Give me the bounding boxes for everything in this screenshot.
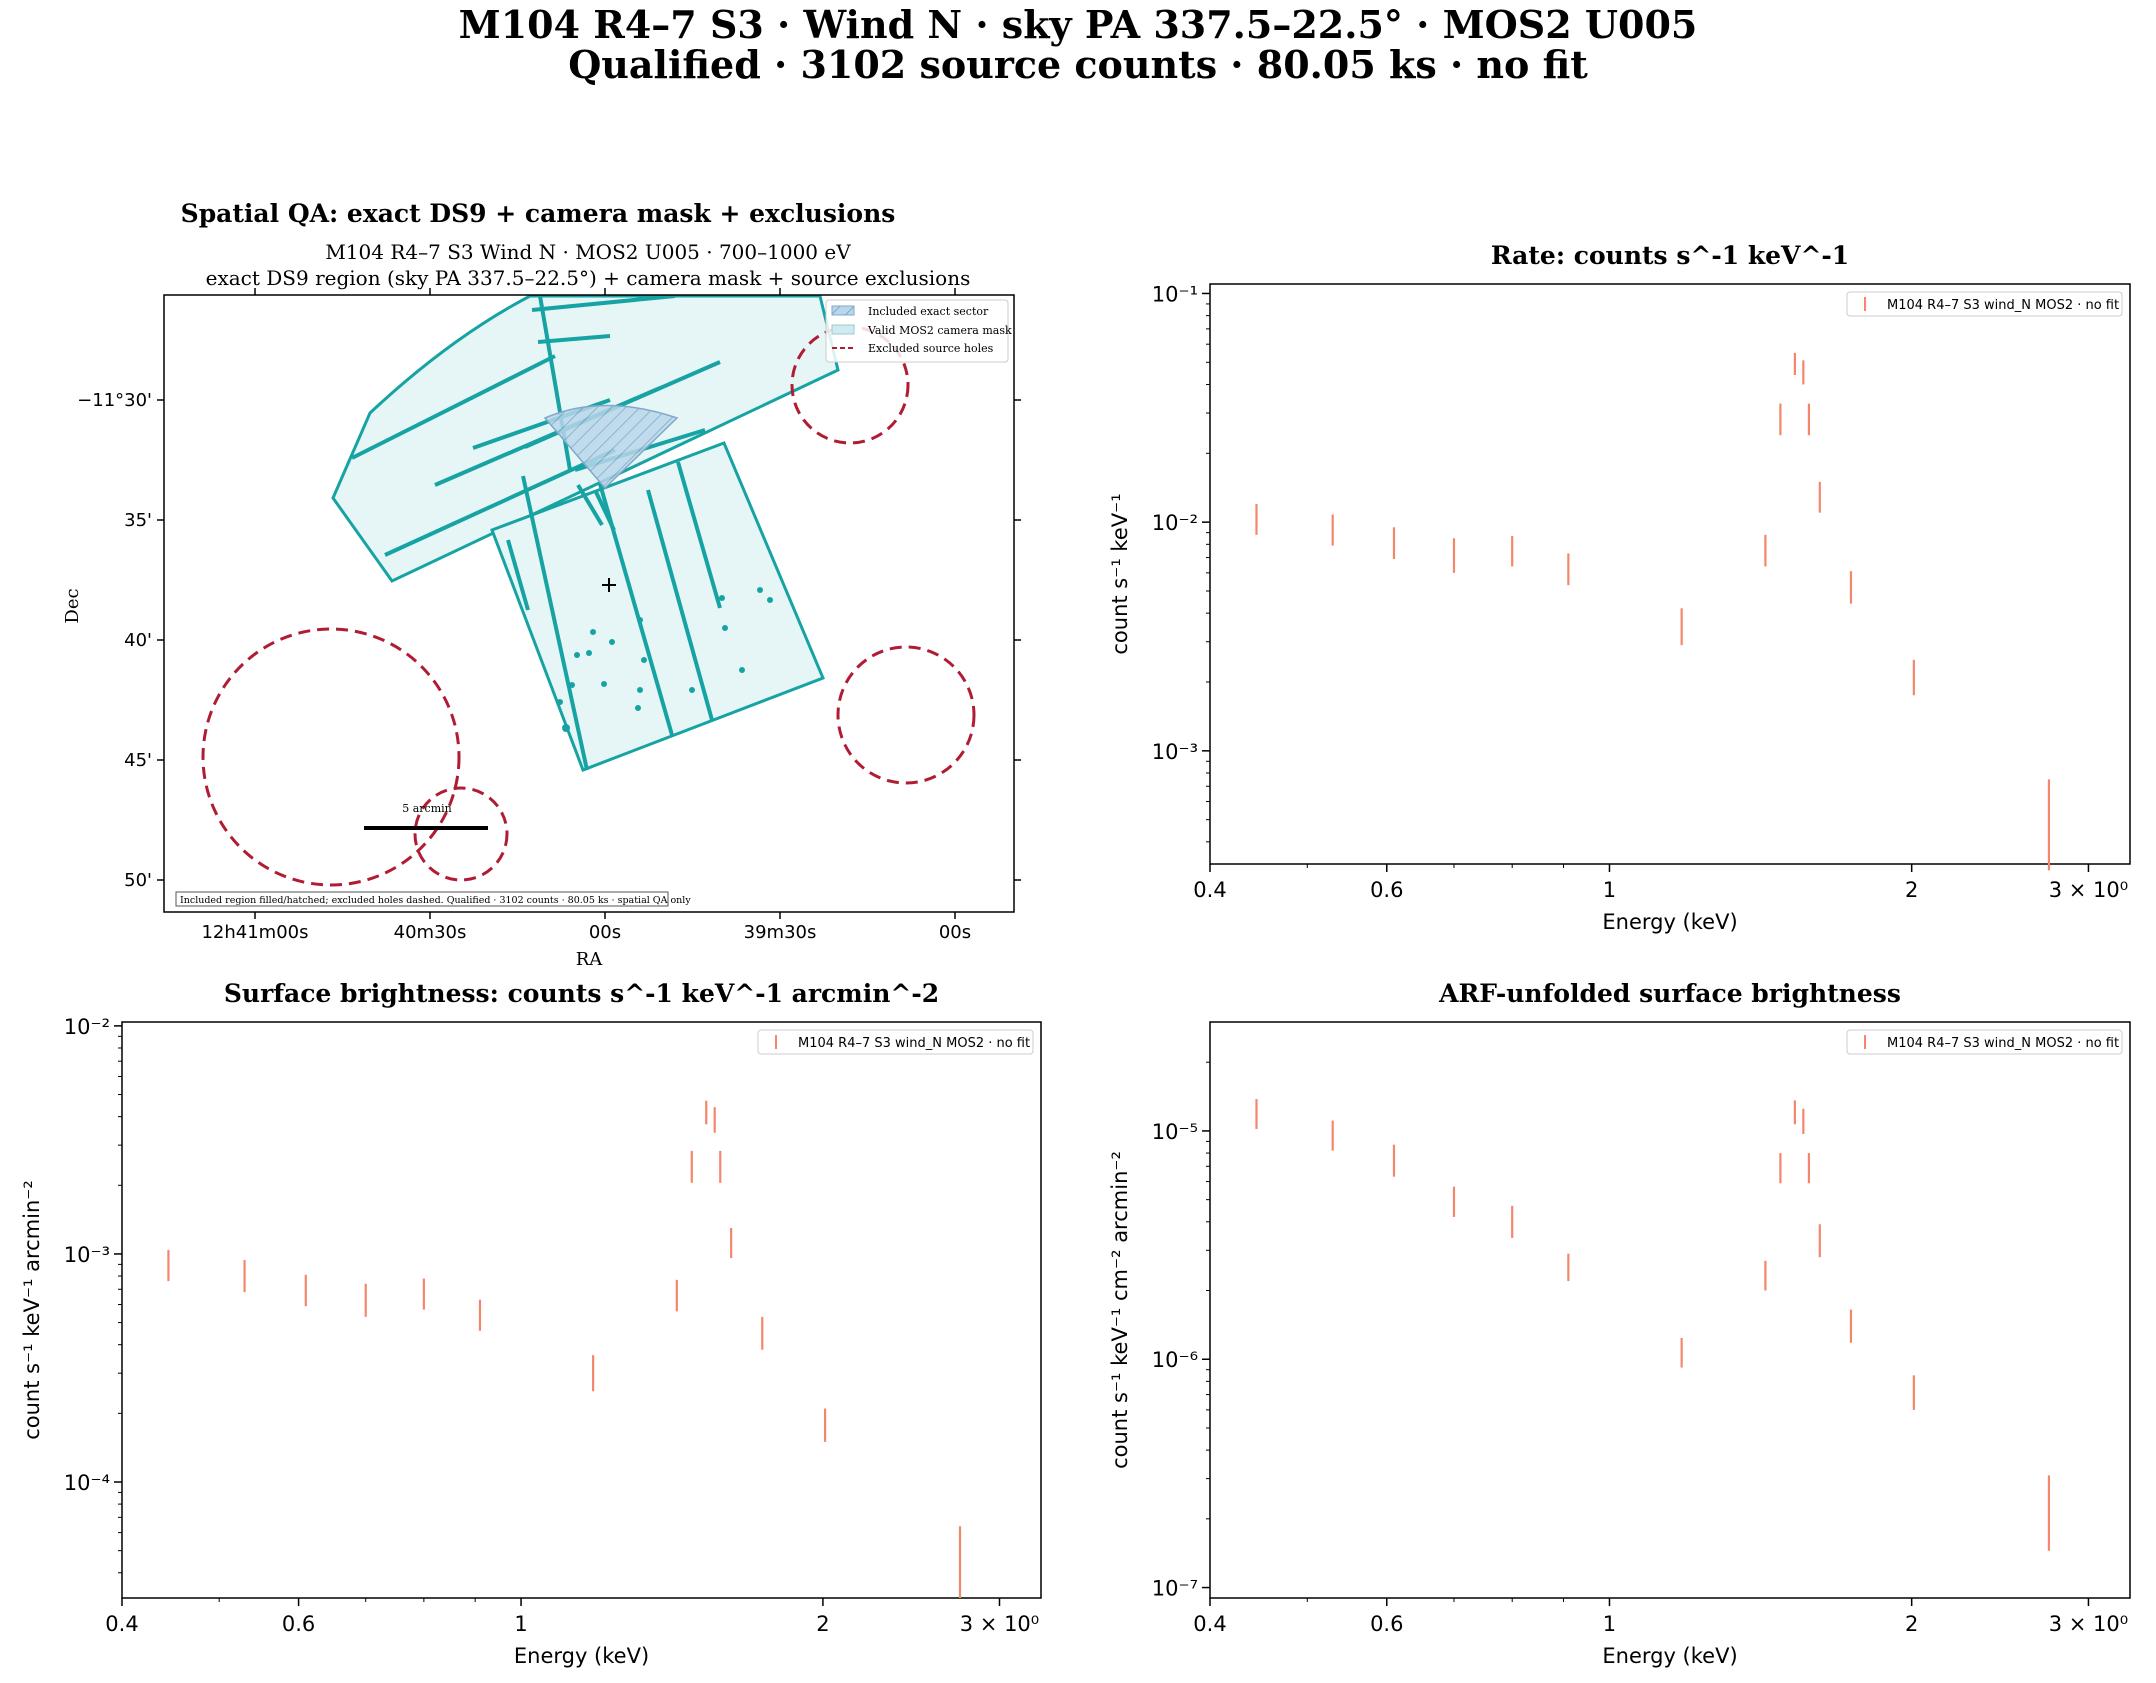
legend-box <box>757 1029 1034 1055</box>
ra-tick-labels: 12h41m00s 40m30s 00s 39m30s 00s <box>201 922 971 943</box>
legend-label: M104 R4–7 S3 wind_N MOS2 · no fit <box>1887 298 2119 313</box>
dec-tick-label: 50' <box>124 870 152 891</box>
ra-tick-label: 39m30s <box>744 922 817 943</box>
bad-pixels <box>557 587 773 732</box>
x-tick-label: 1 <box>1603 878 1616 902</box>
spatial-ylabel: Dec <box>62 588 83 623</box>
included-exact-sector <box>543 404 679 490</box>
spatial-ticks <box>157 288 1021 919</box>
x-tick-label: 2 <box>816 1612 829 1636</box>
x-tick-label: 2 <box>1905 878 1918 902</box>
x-tick-label: 0.6 <box>282 1612 315 1636</box>
spatial-title: Spatial QA: exact DS9 + camera mask + ex… <box>181 199 896 228</box>
x-tick-label: 0.6 <box>1370 1612 1403 1636</box>
panel-title: Surface brightness: counts s^-1 keV^-1 a… <box>224 979 939 1008</box>
x-tick-label: 3 × 10⁰ <box>2049 878 2128 902</box>
y-tick-label: 10⁻² <box>64 1015 110 1039</box>
y-axis-label: count s⁻¹ keV⁻¹ cm⁻² arcmin⁻² <box>1108 1151 1132 1469</box>
plot-frame <box>121 1021 1042 1599</box>
panel-title: Rate: counts s^-1 keV^-1 <box>1491 241 1849 270</box>
legend-label: M104 R4–7 S3 wind_N MOS2 · no fit <box>798 1036 1030 1051</box>
spatial-footnote: Included region filled/hatched; excluded… <box>180 895 691 906</box>
y-tick-label: 10⁻⁵ <box>1152 1120 1198 1144</box>
figure-title-line1: M104 R4–7 S3 · Wind N · sky PA 337.5–22.… <box>458 2 1698 47</box>
legend-sector: Included exact sector <box>868 305 989 318</box>
spatial-subtitle-2: exact DS9 region (sky PA 337.5–22.5°) + … <box>206 266 971 290</box>
dec-tick-label: 40' <box>124 630 152 651</box>
dec-tick-label: 35' <box>124 510 152 531</box>
y-tick-label: 10⁻³ <box>64 1243 110 1267</box>
ra-tick-label: 00s <box>589 922 621 943</box>
x-tick-label: 0.4 <box>1193 1612 1226 1636</box>
legend-sector-swatch <box>831 305 855 316</box>
y-axis-label: count s⁻¹ keV⁻¹ <box>1108 493 1132 654</box>
x-axis-label: Energy (keV) <box>1602 910 1737 934</box>
plot-frame <box>1209 283 2131 865</box>
legend-holes: Excluded source holes <box>868 342 994 355</box>
x-tick-label: 1 <box>514 1612 527 1636</box>
dec-tick-labels: −11°30' 35' 40' 45' 50' <box>77 390 152 891</box>
spatial-footnote-box <box>175 891 669 907</box>
x-axis-label: Energy (keV) <box>514 1644 649 1668</box>
legend-label: M104 R4–7 S3 wind_N MOS2 · no fit <box>1887 1036 2119 1051</box>
x-tick-label: 3 × 10⁰ <box>2049 1612 2128 1636</box>
y-tick-label: 10⁻¹ <box>1152 282 1198 306</box>
x-tick-label: 0.6 <box>1370 878 1403 902</box>
legend-box <box>1846 1029 2123 1055</box>
ra-tick-label: 00s <box>939 922 971 943</box>
x-tick-label: 0.4 <box>105 1612 138 1636</box>
dec-tick-label: 45' <box>124 750 152 771</box>
plot-frame <box>1209 1021 2131 1599</box>
x-tick-label: 0.4 <box>1193 878 1226 902</box>
ra-tick-label: 12h41m00s <box>201 922 308 943</box>
x-tick-label: 2 <box>1905 1612 1918 1636</box>
camera-mask-lower <box>490 441 825 772</box>
x-tick-label: 3 × 10⁰ <box>960 1612 1039 1636</box>
spatial-legend: Included exact sector Valid MOS2 camera … <box>825 299 1012 363</box>
y-tick-label: 10⁻⁷ <box>1152 1577 1198 1601</box>
x-tick-label: 1 <box>1603 1612 1616 1636</box>
spatial-xlabel: RA <box>576 949 604 970</box>
legend-mask: Valid MOS2 camera mask <box>867 324 1012 337</box>
y-tick-label: 10⁻² <box>1152 511 1198 535</box>
figure-title-line2: Qualified · 3102 source counts · 80.05 k… <box>568 42 1588 87</box>
panel-title: ARF-unfolded surface brightness <box>1438 979 1901 1008</box>
y-tick-label: 10⁻⁴ <box>64 1471 110 1495</box>
scalebar-label: 5 arcmin <box>402 802 452 815</box>
ra-tick-label: 40m30s <box>394 922 467 943</box>
y-tick-label: 10⁻⁶ <box>1152 1348 1198 1372</box>
y-tick-label: 10⁻³ <box>1152 740 1198 764</box>
legend-mask-swatch <box>831 324 855 335</box>
spatial-subtitle-1: M104 R4–7 S3 Wind N · MOS2 U005 · 700–10… <box>325 240 851 264</box>
legend-box <box>1846 291 2123 317</box>
x-axis-label: Energy (keV) <box>1602 1644 1737 1668</box>
dec-tick-label: −11°30' <box>77 390 152 411</box>
y-axis-label: count s⁻¹ keV⁻¹ arcmin⁻² <box>20 1180 44 1440</box>
target-center-marker <box>602 578 616 592</box>
spatial-frame <box>163 294 1015 913</box>
